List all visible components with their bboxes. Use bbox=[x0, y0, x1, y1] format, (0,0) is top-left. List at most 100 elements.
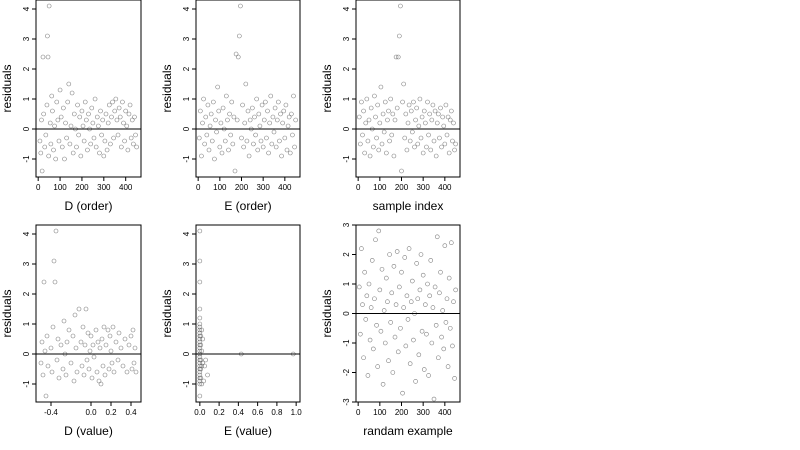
data-point bbox=[203, 357, 208, 363]
data-point bbox=[129, 366, 135, 372]
data-point bbox=[245, 108, 251, 114]
data-point bbox=[400, 390, 405, 396]
x-tick-label: 300 bbox=[97, 183, 111, 192]
data-point bbox=[425, 99, 430, 105]
data-point bbox=[358, 141, 363, 147]
data-point bbox=[431, 138, 437, 144]
data-point bbox=[70, 333, 76, 339]
data-point bbox=[386, 108, 391, 114]
data-point bbox=[381, 129, 387, 135]
data-point bbox=[258, 138, 264, 144]
data-point bbox=[450, 343, 455, 349]
x-tick-label: 0.0 bbox=[194, 408, 206, 417]
data-point bbox=[51, 258, 57, 264]
data-point bbox=[74, 369, 80, 375]
data-point bbox=[50, 108, 55, 114]
data-point bbox=[130, 327, 136, 333]
data-point bbox=[99, 132, 104, 138]
data-point bbox=[82, 342, 88, 348]
y-tick-label: 2 bbox=[22, 291, 31, 296]
data-point bbox=[39, 339, 45, 345]
data-point bbox=[388, 320, 393, 325]
data-point bbox=[424, 144, 429, 150]
data-point bbox=[48, 345, 54, 351]
x-tick-label: -0.4 bbox=[44, 408, 58, 417]
data-point bbox=[45, 33, 50, 39]
data-point bbox=[103, 342, 109, 348]
data-point bbox=[224, 93, 229, 99]
data-point bbox=[56, 375, 62, 381]
data-point bbox=[375, 102, 380, 108]
data-point bbox=[414, 261, 419, 266]
data-point bbox=[408, 108, 414, 114]
data-point bbox=[198, 342, 204, 348]
y-tick-label: 1 bbox=[182, 96, 191, 101]
data-point bbox=[198, 108, 203, 114]
data-point bbox=[131, 360, 137, 366]
x-tick-label: 0.2 bbox=[214, 408, 226, 417]
data-point bbox=[439, 144, 444, 150]
data-point bbox=[389, 290, 395, 296]
data-point bbox=[384, 150, 389, 156]
data-point bbox=[267, 120, 272, 126]
data-point bbox=[372, 296, 377, 302]
data-point bbox=[91, 135, 97, 141]
data-point bbox=[362, 150, 367, 156]
x-tick-label: 200 bbox=[235, 183, 249, 192]
data-point bbox=[42, 348, 48, 354]
y-tick-label: -1 bbox=[342, 155, 351, 163]
data-point bbox=[133, 132, 138, 138]
data-point bbox=[270, 114, 276, 120]
data-point bbox=[425, 281, 430, 287]
data-point bbox=[365, 138, 371, 144]
data-point bbox=[93, 327, 99, 333]
data-point bbox=[48, 141, 54, 147]
data-point bbox=[437, 290, 442, 296]
y-tick-label: 3 bbox=[342, 222, 351, 227]
data-point bbox=[442, 141, 448, 147]
data-point bbox=[67, 141, 73, 147]
data-point bbox=[265, 108, 270, 114]
data-point bbox=[126, 111, 132, 117]
data-point bbox=[90, 342, 96, 348]
data-point bbox=[238, 3, 243, 9]
data-point bbox=[240, 102, 245, 108]
x-tick-label: 0 bbox=[356, 183, 361, 192]
data-point bbox=[122, 138, 127, 144]
x-axis-title: D (order) bbox=[64, 199, 112, 213]
plot-panel-1: 0 100 200 300 400 -1 0 1 2 3 4 D (order) residuals bbox=[0, 0, 142, 213]
y-tick-label: 0 bbox=[182, 351, 191, 356]
data-point bbox=[400, 99, 405, 105]
data-point bbox=[52, 279, 58, 285]
data-point bbox=[407, 361, 413, 366]
y-axis-title: residuals bbox=[0, 64, 14, 112]
data-point bbox=[280, 120, 285, 126]
data-point bbox=[124, 123, 130, 129]
data-point bbox=[286, 114, 292, 120]
data-point bbox=[359, 246, 364, 251]
data-point bbox=[213, 117, 218, 123]
data-point bbox=[363, 317, 369, 322]
x-tick-label: 200 bbox=[395, 408, 409, 417]
x-tick-label: 0.6 bbox=[252, 408, 264, 417]
data-point bbox=[97, 150, 102, 156]
x-tick-label: 300 bbox=[416, 183, 430, 192]
data-point bbox=[257, 123, 263, 129]
data-point bbox=[217, 144, 223, 150]
y-tick-label: -1 bbox=[342, 339, 351, 347]
data-point bbox=[220, 105, 226, 111]
data-point bbox=[389, 132, 395, 138]
data-point bbox=[453, 287, 458, 293]
data-point bbox=[413, 379, 418, 384]
data-point bbox=[381, 308, 387, 313]
data-point bbox=[363, 120, 369, 126]
data-point bbox=[68, 123, 74, 129]
x-tick-label: 0.0 bbox=[85, 408, 97, 417]
data-point bbox=[108, 348, 114, 354]
data-point bbox=[85, 147, 90, 153]
points-group bbox=[196, 3, 298, 174]
data-point bbox=[244, 138, 250, 144]
data-point bbox=[115, 357, 121, 363]
data-point bbox=[436, 111, 441, 117]
data-point bbox=[203, 114, 209, 120]
